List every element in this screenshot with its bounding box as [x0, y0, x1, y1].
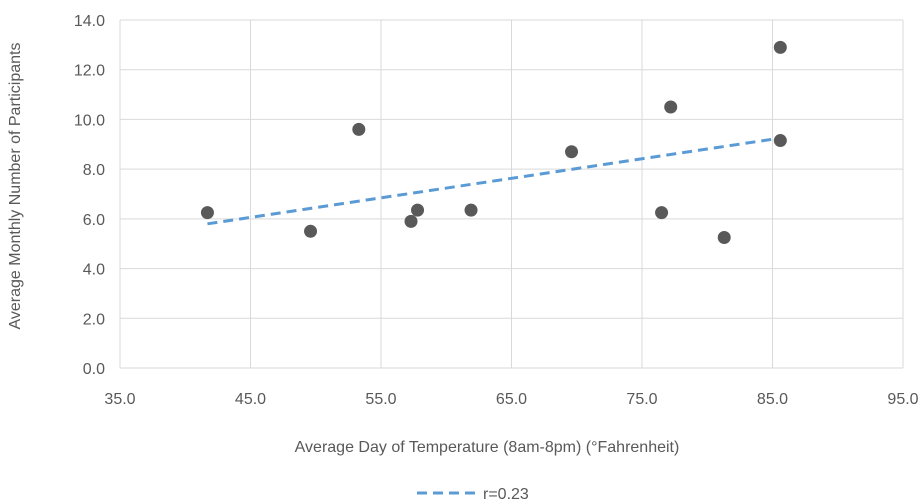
y-tick-label: 6.0 [83, 212, 105, 229]
x-tick-label: 65.0 [496, 391, 527, 408]
data-point [200, 206, 214, 220]
y-axis-title: Average Monthly Number of Participants [7, 43, 24, 330]
data-point [304, 224, 318, 238]
x-tick-label: 75.0 [626, 391, 657, 408]
data-point [773, 40, 787, 54]
y-tick-label: 4.0 [83, 262, 105, 279]
legend-trendline-label: r=0.23 [483, 486, 529, 503]
y-tick-label: 8.0 [83, 162, 105, 179]
y-tick-label: 14.0 [74, 13, 105, 30]
data-point [565, 145, 579, 159]
trendline-layer [207, 136, 781, 226]
x-axis-ticks: 35.0 45.0 55.0 65.0 75.0 85.0 95.0 [104, 391, 918, 408]
y-tick-label: 12.0 [74, 63, 105, 80]
data-point [411, 203, 425, 217]
y-axis-ticks: 0.0 2.0 4.0 6.0 8.0 10.0 12.0 14.0 [74, 13, 105, 378]
data-point [352, 122, 366, 136]
data-point [664, 100, 678, 114]
y-tick-label: 0.0 [83, 361, 105, 378]
x-axis-title: Average Day of Temperature (8am-8pm) (°F… [295, 439, 680, 456]
data-point [717, 231, 731, 244]
legend: r=0.23 [417, 486, 529, 503]
data-point [464, 203, 478, 217]
x-tick-label: 35.0 [104, 391, 135, 408]
y-tick-label: 10.0 [74, 112, 105, 129]
x-tick-label: 85.0 [757, 391, 788, 408]
trendline [207, 136, 781, 226]
data-point [404, 214, 418, 228]
y-tick-label: 2.0 [83, 311, 105, 328]
x-tick-label: 45.0 [235, 391, 266, 408]
data-points [200, 40, 787, 244]
data-point [773, 134, 787, 148]
data-point [655, 206, 669, 220]
x-tick-label: 55.0 [365, 391, 396, 408]
gridlines [119, 19, 904, 369]
x-tick-label: 95.0 [887, 391, 918, 408]
